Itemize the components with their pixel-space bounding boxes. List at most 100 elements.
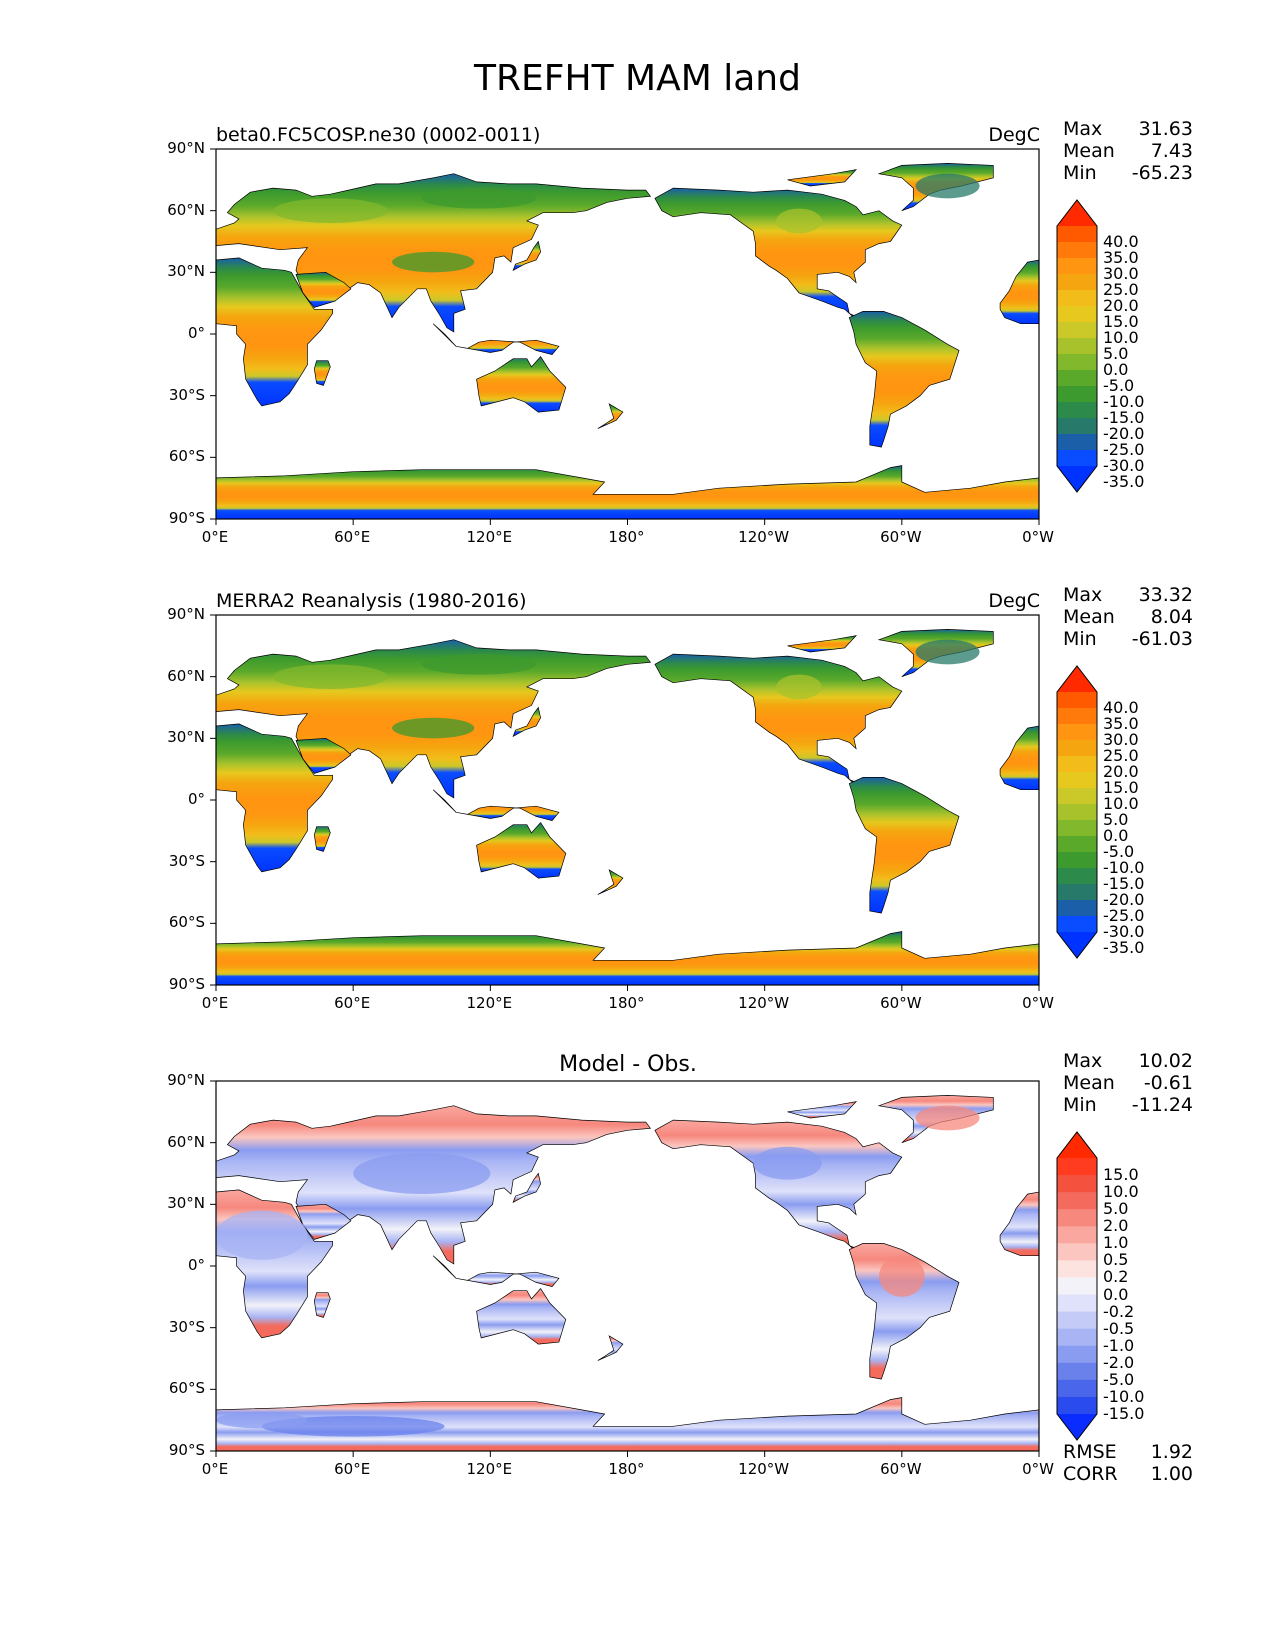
colorbar-tick-label: 5.0 xyxy=(1103,810,1129,829)
colorbar-tick-label: 15.0 xyxy=(1103,1165,1139,1185)
lat-tick-label: 60°S xyxy=(168,447,205,466)
colorbar-swatch xyxy=(1057,868,1097,885)
lat-tick-label: 0° xyxy=(187,324,205,342)
landmass-japan xyxy=(512,706,541,738)
panel-title: MERRA2 Reanalysis (1980-2016) xyxy=(216,590,527,612)
panel-3: Model - Obs. Max 10.02 Mean -0.61 Min -11.24 90… xyxy=(0,1050,1275,1498)
panel-title: Model - Obs. xyxy=(559,1052,697,1077)
colorbar-tick-label: -30.0 xyxy=(1103,922,1145,941)
stat-value: -65.23 xyxy=(1131,162,1193,184)
lat-tick-label: 60°S xyxy=(168,913,205,932)
landmass-namerica xyxy=(654,1119,903,1250)
field-patch xyxy=(915,173,980,199)
colorbar-tick-label: 15.0 xyxy=(1103,312,1139,331)
colorbar-tick-label: 0.0 xyxy=(1103,360,1129,379)
colorbar-tick-label: 5.0 xyxy=(1103,1199,1129,1219)
colorbar-tick-label: -35.0 xyxy=(1103,938,1145,957)
field-patch xyxy=(421,188,537,209)
figure-title: TREFHT MAM land xyxy=(474,58,801,99)
metrics-box: RMSE 1.92 CORR 1.00 xyxy=(1063,1441,1193,1485)
panel-1: beta0.FC5COSP.ne30 (0002-0011) DegC Max 31.… xyxy=(0,118,1275,566)
colorbar-swatch xyxy=(1057,1311,1097,1330)
colorbar-swatch xyxy=(1057,450,1097,467)
colorbar-swatch xyxy=(1057,1192,1097,1210)
stats-box: Max 10.02 Mean -0.61 Min -11.24 xyxy=(1063,1050,1193,1116)
field-patch xyxy=(915,639,980,665)
lon-tick-label: 180° xyxy=(608,994,645,1012)
panel-2: MERRA2 Reanalysis (1980-2016) DegC Max 33.3… xyxy=(0,584,1275,1032)
stat-label: Min xyxy=(1063,162,1097,184)
lon-tick-label: 180° xyxy=(608,528,645,546)
landmass-madagascar xyxy=(313,360,331,386)
field-patch xyxy=(353,1152,491,1195)
stat-value: 7.43 xyxy=(1150,140,1193,162)
stat-mean: Mean 8.04 xyxy=(1063,606,1193,628)
stat-min: Min -65.23 xyxy=(1063,162,1193,184)
stat-value: -0.61 xyxy=(1143,1072,1193,1094)
colorbar-swatch xyxy=(1057,1226,1097,1244)
stat-min: Min -61.03 xyxy=(1063,628,1193,650)
lon-tick-label: 60°W xyxy=(880,994,922,1012)
stat-max: Max 10.02 xyxy=(1063,1050,1193,1072)
stat-label: Max xyxy=(1063,584,1103,606)
lon-tick-label: 0°E xyxy=(201,528,229,546)
stat-max: Max 33.32 xyxy=(1063,584,1193,606)
metric-corr: CORR 1.00 xyxy=(1063,1463,1193,1485)
landmass-nz xyxy=(597,869,624,895)
landmass-japan xyxy=(512,1172,541,1204)
colorbar-swatch xyxy=(1057,434,1097,451)
colorbar-tick-label: 10.0 xyxy=(1103,1182,1139,1202)
units-label: DegC xyxy=(988,590,1040,612)
stat-label: Mean xyxy=(1063,140,1115,162)
colorbar-tick-label: 30.0 xyxy=(1103,730,1139,749)
colorbar-swatch xyxy=(1057,1243,1097,1261)
stat-label: Max xyxy=(1063,118,1103,140)
field-patch xyxy=(915,1105,980,1131)
colorbar-swatch xyxy=(1057,708,1097,725)
colorbar-tick-label: -0.2 xyxy=(1103,1301,1135,1321)
lat-tick-label: 60°N xyxy=(167,1132,205,1151)
lat-tick-label: 90°N xyxy=(167,605,205,623)
colorbar-swatch xyxy=(1057,1396,1097,1415)
colorbar xyxy=(1056,1131,1098,1441)
colorbar-swatch xyxy=(1057,1362,1097,1381)
landmass-antarctica xyxy=(215,1397,1040,1452)
lat-tick-label: 90°S xyxy=(168,975,205,993)
colorbar-swatch xyxy=(1057,258,1097,275)
metric-value: 1.92 xyxy=(1150,1441,1193,1463)
field-patch xyxy=(261,1416,445,1437)
stat-value: -11.24 xyxy=(1131,1094,1193,1116)
colorbar-tick-label: -2.0 xyxy=(1103,1352,1135,1372)
metric-value: 1.00 xyxy=(1150,1463,1193,1485)
colorbar-tick-label: 35.0 xyxy=(1103,248,1139,267)
colorbar-swatch xyxy=(1057,820,1097,837)
lon-tick-label: 0°E xyxy=(201,1460,229,1478)
lon-tick-label: 60°E xyxy=(334,528,371,546)
lat-tick-label: 90°N xyxy=(167,139,205,157)
stat-min: Min -11.24 xyxy=(1063,1094,1193,1116)
colorbar-swatch xyxy=(1057,1260,1097,1278)
lon-tick-label: 60°W xyxy=(880,528,922,546)
colorbar-tick-label: 20.0 xyxy=(1103,296,1139,315)
lat-tick-label: 60°N xyxy=(167,666,205,685)
colorbar-tick-label: -20.0 xyxy=(1103,424,1145,443)
landmass-africa xyxy=(215,257,333,407)
metric-label: CORR xyxy=(1063,1463,1118,1485)
lon-tick-label: 60°E xyxy=(334,1460,371,1478)
lat-tick-label: 0° xyxy=(187,790,205,808)
colorbar-swatch xyxy=(1057,1294,1097,1313)
stat-mean: Mean -0.61 xyxy=(1063,1072,1193,1094)
colorbar-tick-label: -20.0 xyxy=(1103,890,1145,909)
colorbar-tick-label: 0.0 xyxy=(1103,826,1129,845)
colorbar-tick-label: 10.0 xyxy=(1103,328,1139,347)
lat-tick-label: 90°S xyxy=(168,509,205,527)
colorbar-swatch xyxy=(1057,740,1097,757)
landmass-arctic xyxy=(787,169,858,187)
colorbar-swatch xyxy=(1057,322,1097,339)
colorbar-tick-label: -5.0 xyxy=(1103,842,1135,861)
landmass-indonesia xyxy=(432,789,560,821)
lon-tick-label: 0°E xyxy=(201,994,229,1012)
colorbar-tick-label: 20.0 xyxy=(1103,762,1139,781)
colorbar-tick-label: 40.0 xyxy=(1103,698,1139,717)
landmass-antarctica xyxy=(215,465,1040,520)
